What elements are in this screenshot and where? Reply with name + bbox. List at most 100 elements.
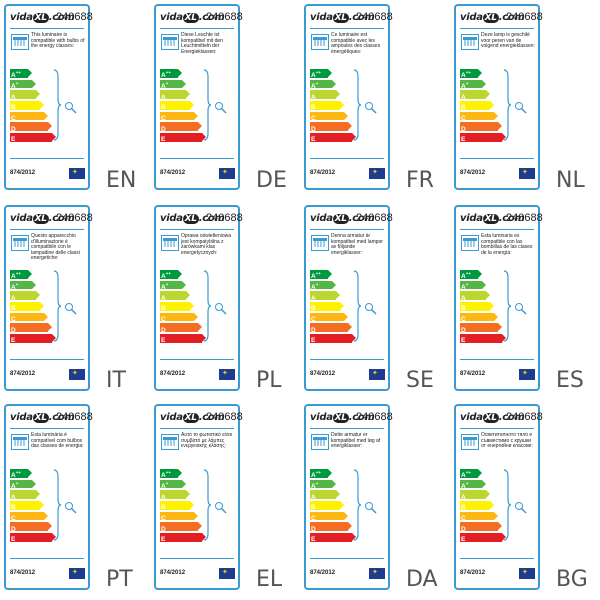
luminaire-icon [11,434,29,450]
divider [10,558,84,559]
class-letter: D [161,125,166,133]
luminaire-icon [11,235,29,251]
divider [460,558,534,559]
divider [310,558,384,559]
class-letter: A+ [461,80,469,90]
class-letter: A+ [161,480,169,490]
language-code: DA [406,567,438,592]
class-letter: A++ [161,470,171,480]
class-letter: D [311,125,316,133]
class-letter: A [461,93,466,101]
class-letter: E [311,536,316,544]
class-letter: E [461,337,466,345]
energy-class-bar: B [310,101,344,111]
class-letter: B [311,305,316,313]
brand-logo: vida XL .com [160,12,225,23]
luminaire-icon [161,34,179,50]
divider [310,28,384,29]
brace-icon [53,270,61,342]
eu-flag-icon: ✦ [219,168,235,179]
model-number: 240688 [506,11,543,23]
luminaire-icon [311,434,329,450]
divider [460,158,534,159]
regulation-number: 874/2012 [160,170,186,176]
energy-class-bar: E [10,533,56,544]
energy-class-bar: E [460,133,506,143]
energy-class-bar: A++ [310,69,332,79]
energy-class-bar: A [310,90,340,101]
energy-class-bar: A+ [460,479,486,490]
energy-label-el: vida XL .com 240688 Αυτό το φωτιστικό είνα… [154,404,243,590]
energy-class-scale: A++ A+ A B C D E [10,69,56,144]
brace-icon [203,270,211,342]
eu-flag-icon: ✦ [69,369,85,380]
eu-flag-icon: ✦ [69,168,85,179]
brand-post: .com [48,12,75,23]
divider [10,229,84,230]
class-letter: E [311,136,316,144]
class-letter: D [11,525,16,533]
energy-class-bar: A+ [310,479,336,490]
brand-post: .com [348,213,375,224]
eu-flag-icon: ✦ [69,568,85,579]
energy-label-nl: vida XL .com 240688 Deze lamp is geschikt … [454,4,543,190]
compatibility-text: Deze lamp is geschikt voor peren van de … [481,32,535,50]
class-letter: D [461,125,466,133]
class-letter: A++ [11,470,21,480]
divider [310,158,384,159]
brand-xl: XL [32,413,49,423]
class-letter: A+ [311,80,319,90]
energy-class-bar: A [460,490,490,501]
class-letter: A [161,93,166,101]
energy-class-scale: A++ A+ A B C D E [310,69,356,144]
bulb-icon [65,502,77,514]
energy-class-scale: A++ A+ A B C D E [160,469,206,544]
compatibility-text: Осветителното тяло е съвместимо с крушки… [481,432,533,450]
energy-class-bar: A++ [10,69,32,79]
eu-flag-icon: ✦ [369,369,385,380]
divider [460,359,534,360]
eu-flag-icon: ✦ [519,568,535,579]
class-letter: B [461,305,466,313]
divider [160,28,234,29]
energy-class-bar: B [10,302,44,313]
energy-class-bar: A++ [460,69,482,79]
class-letter: E [11,536,16,544]
luminaire-icon [11,34,29,50]
energy-class-bar: D [160,522,202,533]
model-number: 240688 [206,212,243,224]
energy-class-scale: A++ A+ A B C D E [310,469,356,544]
class-letter: A [11,294,16,302]
brand-post: .com [498,213,525,224]
eu-flag-icon: ✦ [219,369,235,380]
regulation-number: 874/2012 [460,371,486,377]
class-letter: A++ [461,470,471,480]
class-letter: C [311,514,316,522]
brand-pre: vida [460,12,483,23]
class-letter: D [11,326,16,334]
class-letter: C [11,315,16,323]
class-letter: B [11,305,16,313]
class-letter: A++ [311,470,321,480]
class-letter: A+ [11,80,19,90]
brace-icon [53,69,61,141]
brand-post: .com [498,412,525,423]
class-letter: A [11,93,16,101]
brand-logo: vida XL .com [160,412,225,423]
regulation-number: 874/2012 [10,371,36,377]
brace-icon [503,469,511,541]
energy-class-bar: D [310,323,352,334]
language-code: SE [406,368,434,393]
brand-post: .com [348,412,375,423]
regulation-number: 874/2012 [160,371,186,377]
energy-label-pl: vida XL .com 240688 Oprawa oświetleniowa j… [154,205,243,391]
class-letter: A++ [461,271,471,281]
energy-class-bar: D [10,323,52,334]
energy-class-bar: C [10,111,48,122]
energy-label-it: vida XL .com 240688 Questo apparecchio d'i… [4,205,93,391]
energy-class-scale: A++ A+ A B C D E [10,270,56,345]
class-letter: A+ [161,281,169,291]
divider [160,558,234,559]
compatibility-text: Oprawa oświetleniowa jest kompatybilna z… [181,233,232,256]
energy-class-bar: A+ [10,280,36,291]
